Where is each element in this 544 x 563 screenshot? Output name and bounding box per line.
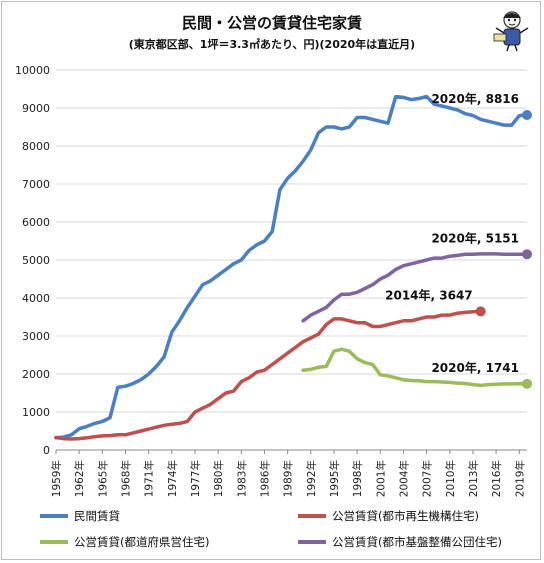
x-tick-label: 1998年 xyxy=(351,460,364,497)
y-tick-label: 1000 xyxy=(22,406,50,419)
y-tick-label: 5000 xyxy=(22,254,50,267)
x-tick-label: 1992年 xyxy=(305,460,318,497)
x-tick-label: 2004年 xyxy=(397,460,410,497)
series-line xyxy=(301,347,529,388)
legend-label: 公営賃貸(都市再生機構住宅) xyxy=(332,509,479,523)
x-tick-label: 1980年 xyxy=(212,460,225,497)
y-tick-label: 9000 xyxy=(22,102,50,115)
x-tick-label: 1965年 xyxy=(96,460,109,497)
x-tick-label: 1977年 xyxy=(189,460,202,497)
chart-title: 民間・公営の賃貸住宅家賃 xyxy=(181,14,362,32)
chart-subtitle: (東京都区部、1坪＝3.3㎡あたり、円)(2020年は直近月) xyxy=(128,38,416,51)
series-end-marker xyxy=(522,249,532,260)
x-tick-label: 1971年 xyxy=(143,460,156,497)
legend-label: 民間賃貸 xyxy=(74,509,120,523)
series-end-label: 2020年, 5151 xyxy=(431,230,519,245)
series-line xyxy=(54,94,529,440)
y-tick-label: 8000 xyxy=(22,140,50,153)
legend-label: 公営賃貸(都道府県営住宅) xyxy=(74,535,209,549)
x-tick-label: 1962年 xyxy=(73,460,86,497)
series-end-marker xyxy=(522,109,532,120)
x-tick-label: 2010年 xyxy=(444,460,457,497)
x-tick-label: 2001年 xyxy=(374,460,387,497)
y-tick-label: 4000 xyxy=(22,292,50,305)
x-tick-label: 1995年 xyxy=(328,460,341,497)
series-end-label: 2014年, 3647 xyxy=(385,287,473,302)
y-tick-label: 3000 xyxy=(22,330,50,343)
y-tick-label: 2000 xyxy=(22,368,50,381)
y-tick-label: 6000 xyxy=(22,216,50,229)
mascot-icon xyxy=(493,11,529,52)
x-tick-label: 2007年 xyxy=(421,460,434,497)
y-tick-label: 7000 xyxy=(22,178,50,191)
y-tick-label: 10000 xyxy=(15,64,50,77)
y-tick-label: 0 xyxy=(43,444,50,457)
x-tick-label: 1986年 xyxy=(258,460,271,497)
x-tick-label: 2013年 xyxy=(467,460,480,497)
series-line xyxy=(301,252,529,323)
series-end-marker xyxy=(475,306,486,317)
x-tick-label: 1959年 xyxy=(50,460,63,497)
series-end-label: 2020年, 1741 xyxy=(431,360,519,375)
series-line xyxy=(54,309,483,441)
x-tick-label: 2016年 xyxy=(490,460,503,497)
x-tick-label: 2019年 xyxy=(513,460,526,497)
x-tick-label: 1968年 xyxy=(119,460,132,497)
legend-label: 公営賃貸(都市基盤整備公団住宅) xyxy=(332,535,502,549)
x-tick-label: 1989年 xyxy=(282,460,295,497)
series-end-marker xyxy=(522,378,532,389)
x-tick-label: 1983年 xyxy=(235,460,248,497)
series-end-label: 2020年, 8816 xyxy=(431,91,519,106)
x-tick-label: 1974年 xyxy=(166,460,179,497)
